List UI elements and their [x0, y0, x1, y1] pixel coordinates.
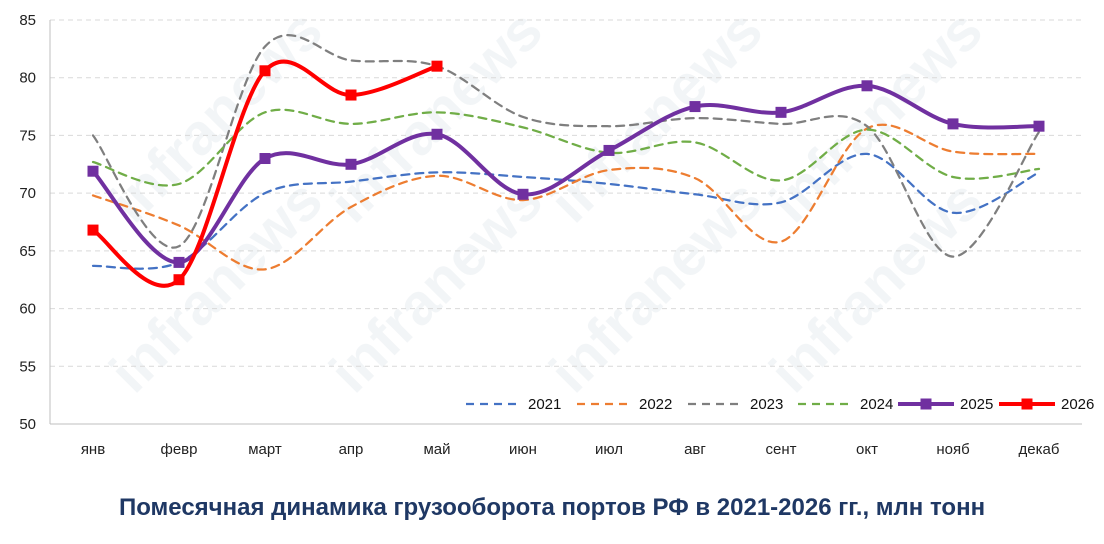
legend: 2021 2022 2023 2024 2025 2026 — [466, 396, 1094, 413]
y-tick-label: 55 — [19, 358, 36, 375]
y-tick-label: 75 — [19, 127, 36, 144]
line-chart: infranewsinfranewsinfranewsinfranewsinfr… — [19, 0, 1094, 458]
series-line-2022 — [91, 123, 1041, 271]
data-point-2025 — [1033, 120, 1045, 132]
y-tick-label: 60 — [19, 301, 36, 318]
legend-label-2022: 2022 — [639, 396, 672, 413]
data-point-2025 — [861, 80, 873, 92]
x-tick-label: янв — [81, 441, 105, 458]
y-tick-label: 65 — [19, 243, 36, 260]
x-axis-ticks: янв февр март апр май июн июл авг сент окт нояб дек… — [81, 441, 1060, 458]
series-line-2026 — [91, 59, 439, 288]
data-point-2025 — [517, 188, 529, 200]
data-point-2026 — [173, 274, 185, 286]
data-point-2026 — [87, 224, 99, 236]
data-point-2025 — [173, 256, 185, 268]
data-point-2026 — [259, 65, 271, 77]
data-point-2025 — [259, 153, 271, 165]
x-tick-label: июл — [595, 441, 623, 458]
x-tick-label: авг — [684, 441, 706, 458]
data-point-2025 — [87, 165, 99, 177]
data-point-2025 — [345, 158, 357, 170]
chart-title: Помесячная динамика грузооборота портов … — [118, 494, 986, 521]
x-tick-label: май — [423, 441, 450, 458]
x-tick-label: апр — [339, 441, 364, 458]
x-tick-label: окт — [856, 441, 878, 458]
x-tick-label: декаб — [1019, 441, 1060, 458]
gridlines — [50, 19, 1082, 367]
data-point-2026 — [345, 89, 357, 101]
x-tick-label: март — [248, 441, 282, 458]
legend-label-2025: 2025 — [960, 396, 993, 413]
data-point-2025 — [947, 118, 959, 130]
data-point-2025 — [775, 106, 787, 118]
legend-label-2024: 2024 — [860, 396, 893, 413]
legend-label-2023: 2023 — [750, 396, 783, 413]
series-line-2024 — [91, 108, 1041, 187]
data-point-2025 — [603, 144, 615, 156]
y-tick-label: 70 — [19, 185, 36, 202]
data-point-2025 — [689, 101, 701, 113]
series-line-2023 — [91, 34, 1041, 258]
y-tick-label: 50 — [19, 416, 36, 433]
x-tick-label: июн — [509, 441, 537, 458]
legend-label-2026: 2026 — [1061, 396, 1094, 413]
x-tick-label: нояб — [936, 441, 969, 458]
legend-label-2021: 2021 — [528, 396, 561, 413]
series-layer — [87, 34, 1045, 288]
y-tick-label: 80 — [19, 70, 36, 87]
legend-marker-2025 — [920, 398, 932, 410]
x-tick-label: февр — [161, 441, 198, 458]
data-point-2026 — [431, 60, 443, 72]
data-point-2025 — [431, 128, 443, 140]
x-tick-label: сент — [766, 441, 797, 458]
y-tick-label: 85 — [19, 12, 36, 29]
legend-marker-2026 — [1021, 398, 1033, 410]
y-axis-ticks: 50 55 60 65 70 75 80 85 — [19, 12, 36, 433]
